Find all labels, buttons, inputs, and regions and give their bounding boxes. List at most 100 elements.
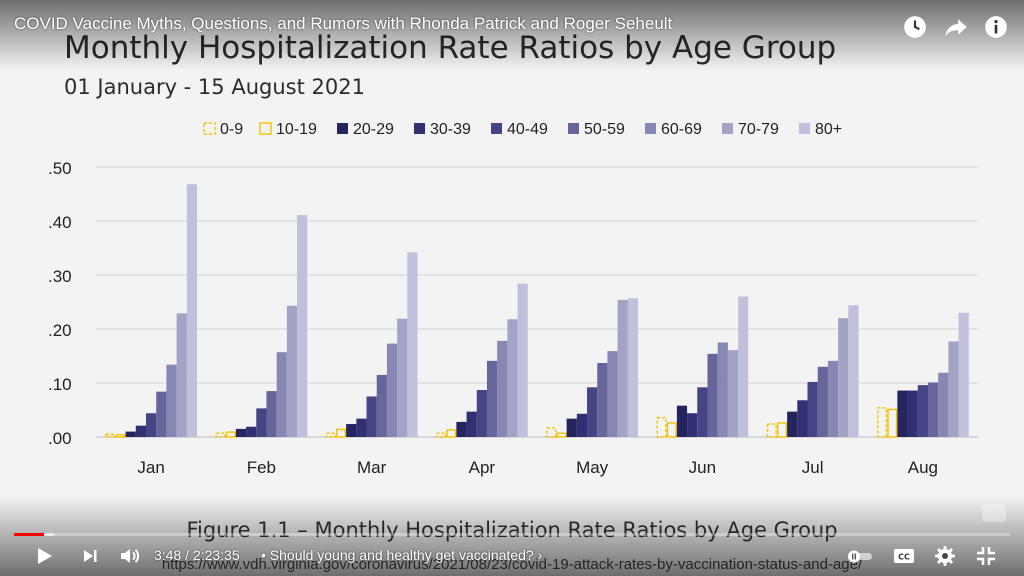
- svg-text:CC: CC: [898, 553, 910, 562]
- x-tick-label: May: [576, 458, 609, 477]
- y-tick-label: .30: [48, 267, 72, 286]
- bar-may-60-69: [607, 351, 618, 437]
- bar-jun-80plus: [738, 296, 749, 437]
- bar-jul-70-79: [838, 318, 849, 437]
- video-title[interactable]: COVID Vaccine Myths, Questions, and Rumo…: [14, 14, 673, 33]
- chart-bars: [105, 184, 969, 438]
- bar-jun-30-39: [687, 413, 698, 437]
- bar-jun-50-59: [707, 353, 718, 437]
- info-icon[interactable]: [983, 14, 1009, 40]
- legend-label: 60-69: [661, 121, 702, 138]
- play-icon[interactable]: [32, 544, 56, 568]
- bar-feb-10-19: [225, 431, 236, 438]
- bar-jun-40-49: [697, 387, 708, 437]
- cc-icon[interactable]: CC: [892, 544, 916, 568]
- bar-may-0-9: [546, 427, 557, 438]
- clock-icon[interactable]: [902, 14, 928, 40]
- bar-jan-30-39: [135, 425, 147, 437]
- bar-may-70-79: [617, 299, 628, 437]
- bar-jun-60-69: [717, 342, 728, 437]
- bar-feb-0-9: [215, 432, 226, 438]
- bar-mar-60-69: [386, 343, 398, 437]
- x-tick-label: Jun: [689, 458, 716, 477]
- bar-jun-70-79: [727, 350, 739, 437]
- channel-watermark[interactable]: [982, 504, 1006, 522]
- autoplay-toggle-icon[interactable]: [846, 544, 874, 568]
- bar-apr-20-29: [456, 421, 467, 437]
- bar-aug-60-69: [938, 372, 949, 437]
- legend-swatch: [337, 123, 348, 134]
- bar-aug-70-79: [948, 341, 959, 437]
- progress-bar[interactable]: [14, 533, 1010, 536]
- bar-jan-20-29: [125, 431, 136, 437]
- gear-icon[interactable]: [933, 544, 957, 568]
- legend-swatch: [799, 123, 810, 134]
- legend-label: 40-49: [507, 121, 548, 138]
- y-tick-label: .40: [48, 213, 72, 232]
- bar-jan-10-19: [115, 434, 126, 438]
- bar-aug-0-9: [877, 407, 888, 438]
- bar-aug-20-29: [897, 390, 908, 437]
- y-axis: .00 .10 .20 .30 .40 .50: [48, 159, 72, 448]
- bar-feb-30-39: [246, 426, 257, 437]
- legend-label: 80+: [815, 121, 842, 138]
- bar-jan-0-9: [105, 433, 116, 438]
- x-tick-label: Feb: [247, 458, 276, 477]
- legend-label: 50-59: [584, 121, 625, 138]
- bar-jan-50-59: [156, 391, 167, 437]
- total-time: 2:23:35: [192, 547, 240, 563]
- chart-title: Monthly Hospitalization Rate Ratios by A…: [64, 30, 836, 66]
- legend-swatch: [645, 123, 656, 134]
- bar-aug-50-59: [927, 382, 939, 437]
- bar-feb-50-59: [266, 391, 277, 437]
- bar-jan-60-69: [166, 364, 177, 437]
- bar-jul-80plus: [848, 305, 859, 437]
- bar-jan-70-79: [176, 313, 187, 437]
- legend-swatch: [722, 123, 733, 134]
- bar-mar-80plus: [407, 252, 418, 437]
- bar-may-10-19: [556, 432, 567, 438]
- bar-jun-0-9: [656, 416, 667, 438]
- legend-label: 0-9: [220, 121, 243, 138]
- bar-mar-50-59: [376, 374, 387, 437]
- x-tick-label: Jan: [137, 458, 164, 477]
- volume-icon[interactable]: [118, 544, 142, 568]
- x-axis: Jan Feb Mar Apr May Jun Jul Aug: [137, 458, 938, 477]
- legend-label: 20-29: [353, 121, 394, 138]
- bar-aug-80plus: [958, 312, 969, 437]
- bar-jul-40-49: [807, 381, 818, 437]
- bar-jul-0-9: [766, 423, 777, 438]
- next-icon[interactable]: [78, 544, 102, 568]
- figure-caption: Figure 1.1 – Monthly Hospitalization Rat…: [186, 518, 838, 542]
- bar-apr-10-19: [446, 429, 457, 438]
- bar-jul-20-29: [787, 411, 798, 437]
- y-tick-label: .20: [48, 321, 72, 340]
- y-tick-label: .00: [48, 429, 72, 448]
- bar-jan-40-49: [146, 413, 157, 437]
- legend-label: 10-19: [276, 121, 317, 138]
- progress-played: [14, 533, 44, 536]
- chapter-button[interactable]: • Should young and healthy get vaccinate…: [261, 547, 543, 563]
- x-tick-label: Aug: [908, 458, 938, 477]
- bar-mar-40-49: [366, 396, 377, 437]
- share-icon[interactable]: [943, 14, 969, 40]
- bar-jun-10-19: [666, 422, 677, 438]
- legend-swatch: [259, 122, 272, 135]
- bar-mar-10-19: [336, 428, 347, 438]
- bar-feb-80plus: [297, 215, 308, 437]
- bar-apr-40-49: [476, 390, 487, 437]
- bar-may-40-49: [587, 387, 598, 437]
- legend-swatch: [414, 123, 425, 134]
- bar-jul-10-19: [777, 422, 788, 438]
- bar-aug-40-49: [917, 385, 928, 437]
- bar-mar-70-79: [397, 318, 408, 437]
- legend-label: 30-39: [430, 121, 471, 138]
- bar-may-80plus: [627, 298, 639, 437]
- bar-mar-30-39: [356, 418, 367, 437]
- time-separator: /: [181, 547, 193, 563]
- y-tick-label: .10: [48, 375, 72, 394]
- bar-apr-60-69: [497, 340, 508, 437]
- x-tick-label: Mar: [357, 458, 387, 477]
- exit-fullscreen-icon[interactable]: [974, 544, 998, 568]
